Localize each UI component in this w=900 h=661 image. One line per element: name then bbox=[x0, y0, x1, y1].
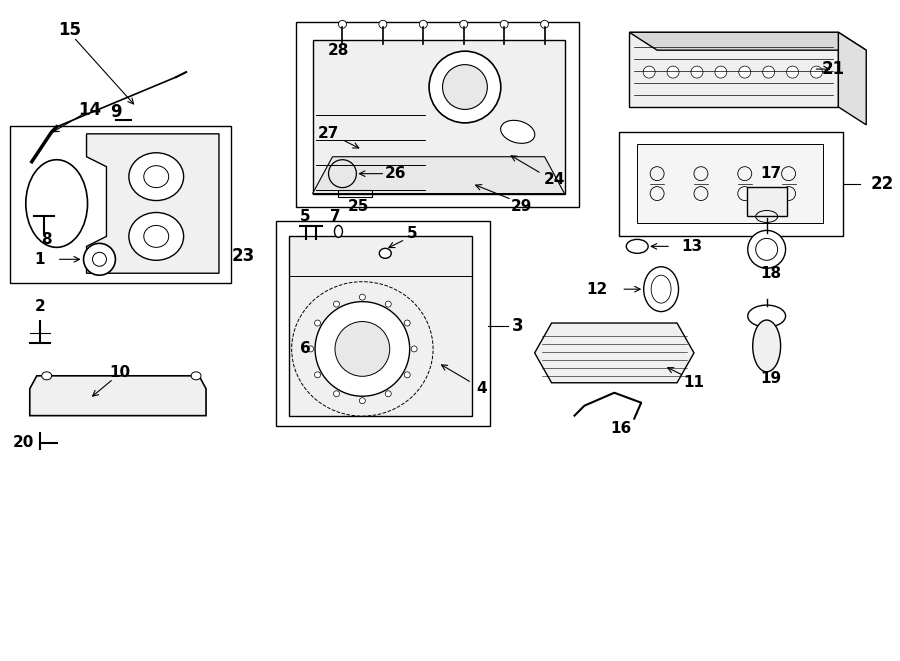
Text: 3: 3 bbox=[512, 317, 524, 335]
Ellipse shape bbox=[715, 66, 727, 78]
Polygon shape bbox=[535, 323, 694, 383]
Text: 27: 27 bbox=[318, 126, 339, 141]
Text: 28: 28 bbox=[328, 43, 349, 58]
Polygon shape bbox=[312, 40, 564, 194]
Bar bbox=[296, 22, 580, 206]
Ellipse shape bbox=[385, 391, 392, 397]
Ellipse shape bbox=[752, 320, 780, 372]
Text: 20: 20 bbox=[14, 435, 34, 450]
Ellipse shape bbox=[443, 65, 487, 110]
Text: 19: 19 bbox=[760, 371, 781, 386]
Text: 7: 7 bbox=[330, 209, 341, 224]
Ellipse shape bbox=[338, 20, 346, 28]
Text: 13: 13 bbox=[681, 239, 702, 254]
Text: 10: 10 bbox=[109, 366, 130, 380]
Ellipse shape bbox=[335, 225, 343, 237]
Ellipse shape bbox=[379, 249, 392, 258]
Polygon shape bbox=[86, 134, 219, 273]
Ellipse shape bbox=[739, 66, 751, 78]
Ellipse shape bbox=[626, 239, 648, 253]
Ellipse shape bbox=[460, 20, 468, 28]
Polygon shape bbox=[629, 32, 839, 107]
Text: 15: 15 bbox=[58, 21, 81, 39]
Polygon shape bbox=[839, 32, 866, 125]
Text: 18: 18 bbox=[760, 266, 781, 281]
Ellipse shape bbox=[644, 267, 679, 311]
Bar bbox=[10, 126, 231, 283]
Ellipse shape bbox=[334, 391, 339, 397]
Ellipse shape bbox=[787, 66, 798, 78]
Text: 5: 5 bbox=[407, 226, 418, 241]
Polygon shape bbox=[30, 376, 206, 416]
Ellipse shape bbox=[41, 372, 51, 380]
Ellipse shape bbox=[541, 20, 549, 28]
Ellipse shape bbox=[129, 153, 184, 200]
Text: 26: 26 bbox=[384, 166, 406, 181]
Text: 22: 22 bbox=[870, 175, 894, 192]
Ellipse shape bbox=[644, 66, 655, 78]
Ellipse shape bbox=[429, 51, 500, 123]
Ellipse shape bbox=[379, 20, 387, 28]
Polygon shape bbox=[637, 144, 824, 223]
Text: 12: 12 bbox=[586, 282, 608, 297]
Text: 2: 2 bbox=[34, 299, 45, 313]
Ellipse shape bbox=[500, 20, 508, 28]
Bar bbox=[275, 221, 490, 426]
Ellipse shape bbox=[500, 120, 535, 143]
Ellipse shape bbox=[84, 243, 115, 275]
Ellipse shape bbox=[315, 301, 410, 396]
Text: 6: 6 bbox=[301, 342, 311, 356]
Text: 14: 14 bbox=[78, 101, 101, 119]
Text: 21: 21 bbox=[822, 60, 845, 78]
Ellipse shape bbox=[314, 372, 320, 378]
Polygon shape bbox=[289, 237, 472, 416]
Text: 16: 16 bbox=[611, 421, 632, 436]
Ellipse shape bbox=[359, 398, 365, 404]
Polygon shape bbox=[747, 186, 787, 217]
Text: 25: 25 bbox=[347, 199, 369, 214]
Bar bbox=[619, 132, 843, 237]
Text: 5: 5 bbox=[301, 209, 310, 224]
Ellipse shape bbox=[811, 66, 823, 78]
Ellipse shape bbox=[359, 294, 365, 300]
Ellipse shape bbox=[419, 20, 428, 28]
Text: 17: 17 bbox=[760, 166, 781, 181]
Text: 11: 11 bbox=[683, 375, 705, 390]
Text: 29: 29 bbox=[511, 199, 533, 214]
Ellipse shape bbox=[191, 372, 201, 380]
Ellipse shape bbox=[129, 212, 184, 260]
Ellipse shape bbox=[691, 66, 703, 78]
Text: 4: 4 bbox=[477, 381, 487, 396]
Ellipse shape bbox=[404, 372, 410, 378]
Ellipse shape bbox=[762, 66, 775, 78]
Text: 24: 24 bbox=[544, 172, 565, 187]
Polygon shape bbox=[312, 157, 564, 194]
Ellipse shape bbox=[334, 301, 339, 307]
Ellipse shape bbox=[500, 165, 535, 188]
Ellipse shape bbox=[314, 320, 320, 326]
Text: 8: 8 bbox=[41, 232, 52, 247]
Ellipse shape bbox=[748, 231, 786, 268]
Ellipse shape bbox=[308, 346, 313, 352]
Text: 9: 9 bbox=[111, 103, 122, 121]
Text: 1: 1 bbox=[34, 252, 45, 267]
Ellipse shape bbox=[411, 346, 417, 352]
Ellipse shape bbox=[404, 320, 410, 326]
Text: 23: 23 bbox=[231, 247, 255, 265]
Ellipse shape bbox=[385, 301, 392, 307]
Polygon shape bbox=[629, 32, 866, 50]
Ellipse shape bbox=[748, 305, 786, 327]
Ellipse shape bbox=[335, 321, 390, 376]
Ellipse shape bbox=[667, 66, 679, 78]
